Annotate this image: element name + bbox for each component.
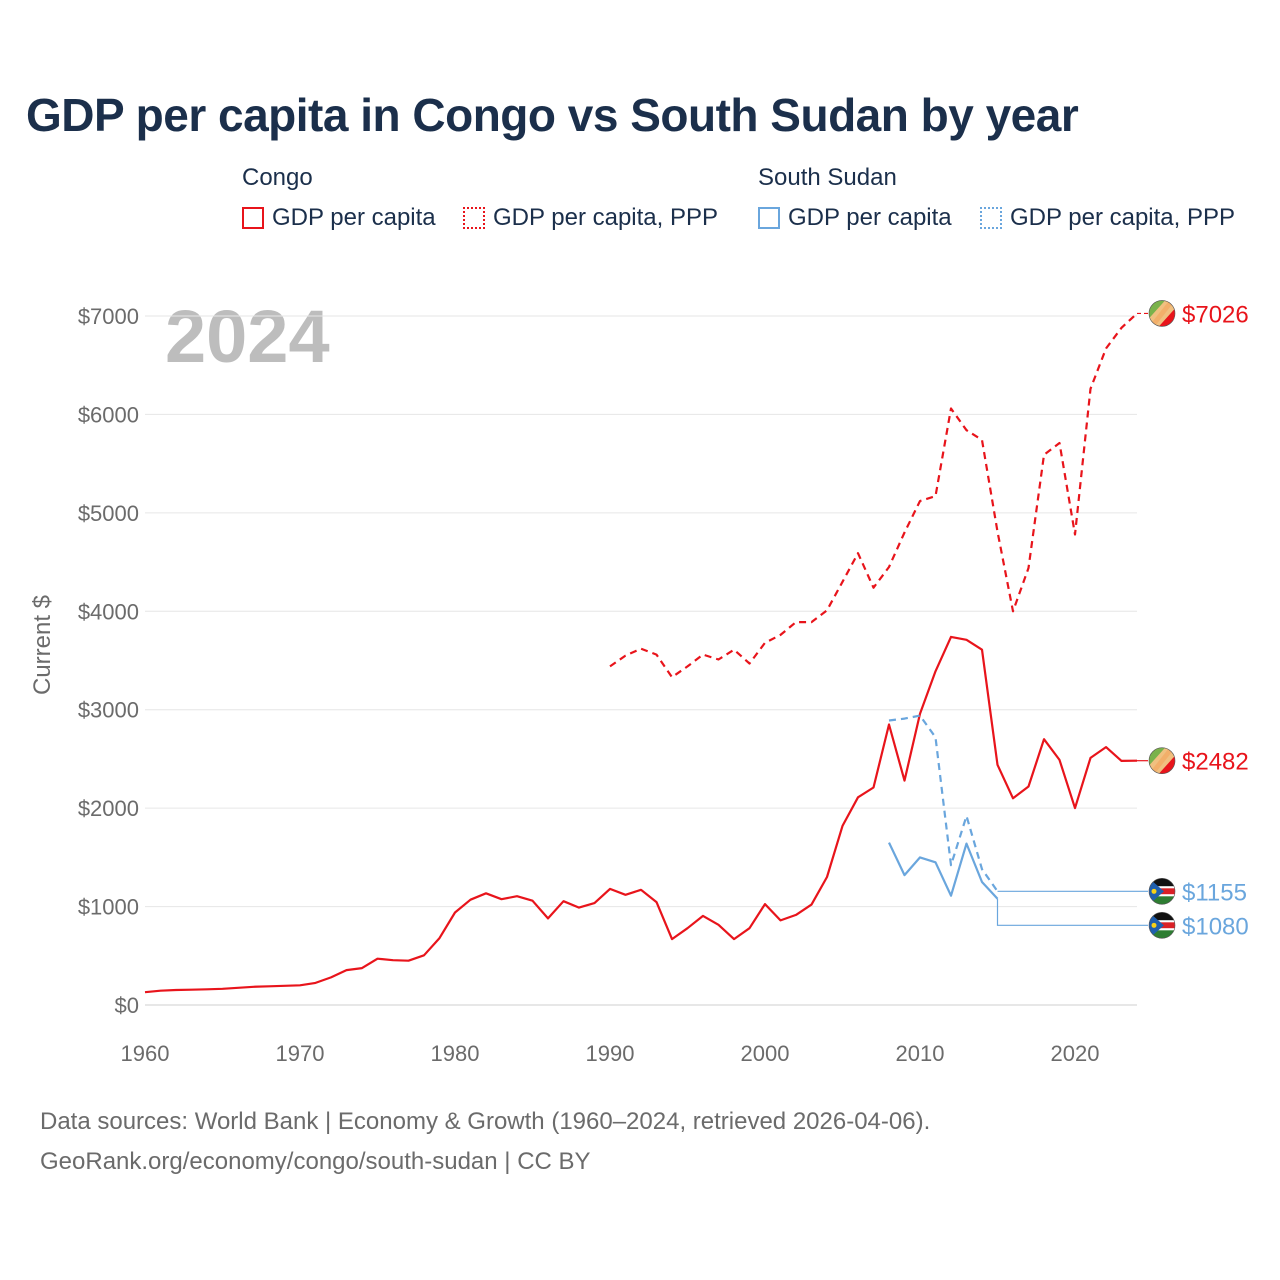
congo-gdp-per-capita-line[interactable] (144, 635, 1138, 994)
legend-south-sudan-gdp[interactable]: GDP per capita (758, 204, 952, 232)
legend-swatch-dotted (980, 207, 1002, 229)
y-axis: $0 $1000 $2000 $3000 $4000 $5000 $6000 $7000 (78, 304, 139, 1018)
legend-congo-title: Congo (242, 164, 313, 191)
footer-link[interactable]: GeoRank.org/economy/congo/south-sudan | … (40, 1148, 591, 1175)
x-tick-label: 1970 (276, 1041, 325, 1066)
chart-title: GDP per capita in Congo vs South Sudan b… (26, 89, 1079, 141)
y-tick-label: $7000 (78, 304, 139, 329)
end-value-label: $1080 (1182, 913, 1249, 940)
congo-flag-icon (1148, 300, 1176, 327)
y-tick-label: $1000 (78, 895, 139, 920)
x-tick-label: 1980 (431, 1041, 480, 1066)
end-labels: $7026 $2482 $1155 $1080 (996, 300, 1249, 940)
south-sudan-gdp-per-capita-ppp-line[interactable] (888, 714, 999, 892)
legend-congo-gdp[interactable]: GDP per capita (242, 204, 436, 232)
south-sudan-gdp-per-capita-line[interactable] (888, 842, 999, 900)
end-value-label: $1155 (1182, 879, 1247, 906)
y-tick-label: $2000 (78, 796, 139, 821)
legend-south-sudan-title: South Sudan (758, 164, 897, 191)
south-sudan-flag-icon (1148, 878, 1176, 905)
footer-sources: Data sources: World Bank | Economy & Gro… (40, 1108, 931, 1135)
y-tick-label: $5000 (78, 501, 139, 526)
series-group (144, 312, 1138, 994)
x-tick-label: 2020 (1051, 1041, 1100, 1066)
x-tick-label: 1990 (586, 1041, 635, 1066)
x-tick-label: 2010 (896, 1041, 945, 1066)
legend-south-sudan-ppp[interactable]: GDP per capita, PPP (980, 204, 1235, 232)
legend-swatch-solid (758, 207, 780, 229)
leader-line (996, 898, 1148, 926)
y-tick-label: $4000 (78, 599, 139, 624)
year-watermark: 2024 (165, 295, 330, 378)
x-tick-label: 1960 (121, 1041, 170, 1066)
grid (145, 315, 1137, 1006)
y-tick-label: $3000 (78, 698, 139, 723)
legend-congo-ppp[interactable]: GDP per capita, PPP (463, 204, 718, 232)
south-sudan-flag-icon (1148, 912, 1176, 939)
end-value-label: $2482 (1182, 749, 1249, 776)
end-value-label: $7026 (1182, 301, 1249, 328)
legend-south-sudan-ppp-label: GDP per capita, PPP (1010, 204, 1235, 231)
legend-swatch-dotted (463, 207, 485, 229)
legend-congo-gdp-label: GDP per capita (272, 204, 436, 231)
legend-south-sudan-gdp-label: GDP per capita (788, 204, 952, 231)
y-axis-label: Current $ (29, 595, 56, 695)
legend-swatch-solid (242, 207, 264, 229)
congo-gdp-per-capita-ppp-line[interactable] (609, 312, 1138, 679)
y-tick-label: $0 (115, 993, 139, 1018)
legend-congo-ppp-label: GDP per capita, PPP (493, 204, 718, 231)
x-axis: 1960 1970 1980 1990 2000 2010 2020 (121, 1041, 1100, 1066)
y-tick-label: $6000 (78, 402, 139, 427)
congo-flag-icon (1148, 747, 1176, 775)
x-tick-label: 2000 (741, 1041, 790, 1066)
